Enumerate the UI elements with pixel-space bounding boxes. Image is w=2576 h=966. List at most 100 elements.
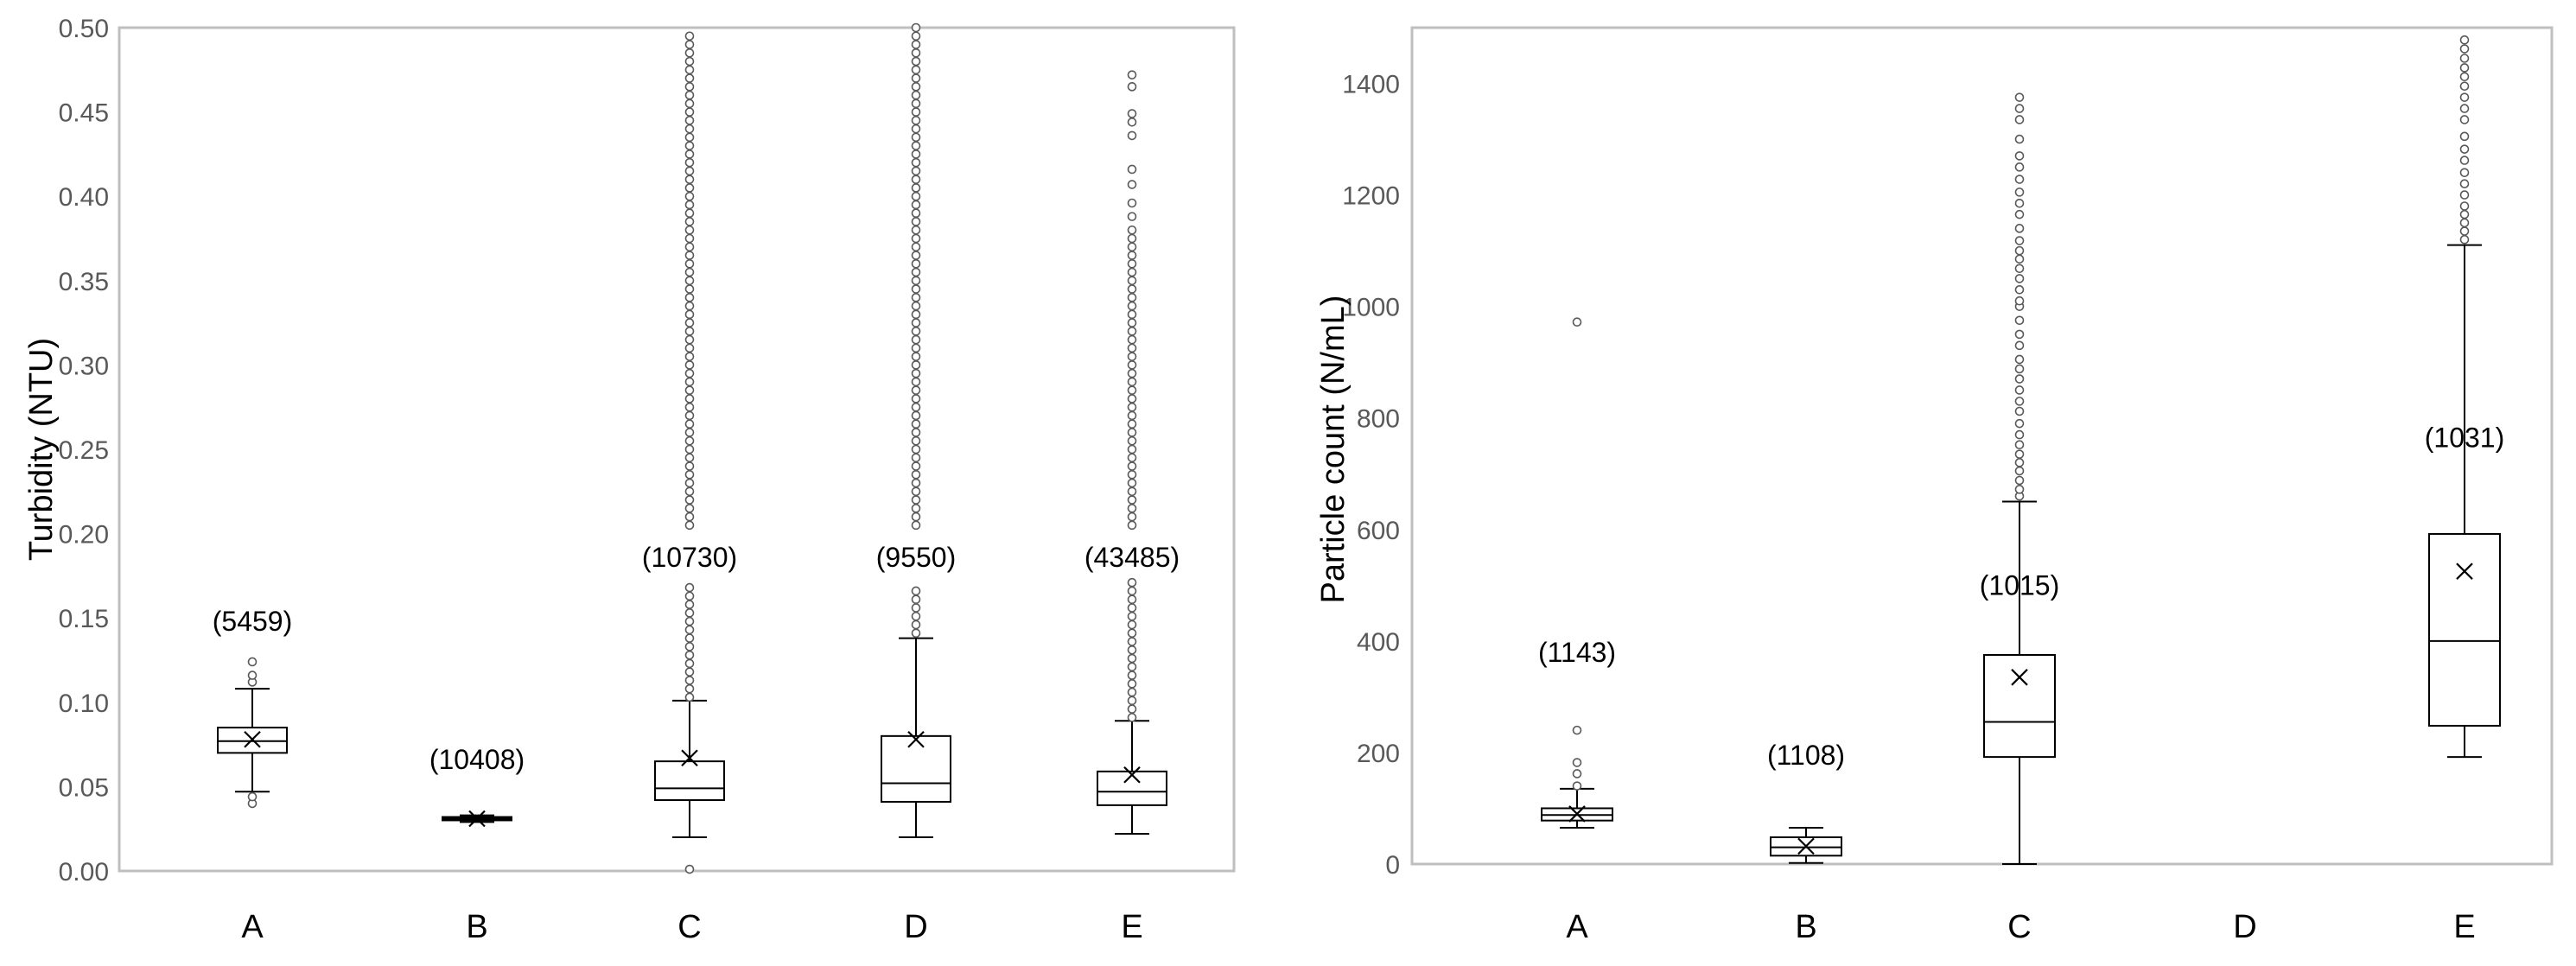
outlier-point: [2459, 144, 2470, 154]
mean-marker: [907, 730, 925, 748]
outlier-point: [684, 461, 695, 471]
outlier-point: [2014, 329, 2025, 340]
outlier-point: [684, 217, 695, 226]
outlier-point: [684, 582, 695, 593]
outlier-point: [684, 48, 695, 58]
outlier-point: [1572, 725, 1582, 735]
outlier-point: [2459, 209, 2470, 219]
y-tick-label: 1400: [1342, 71, 1400, 99]
outlier-point: [684, 368, 695, 378]
outlier-point: [684, 343, 695, 353]
outlier-point: [684, 864, 695, 874]
outlier-point: [2459, 63, 2470, 73]
outlier-point: [2014, 134, 2025, 144]
outlier-point: [2459, 234, 2470, 245]
outlier-point: [2459, 44, 2470, 54]
outlier-point: [911, 242, 921, 252]
outlier-point: [684, 267, 695, 277]
outlier-point: [684, 191, 695, 201]
outlier-point: [911, 343, 921, 353]
outlier-point: [1572, 769, 1582, 779]
outlier-point: [684, 394, 695, 404]
outlier-point: [911, 327, 921, 336]
box-B: (10408): [429, 744, 525, 828]
outlier-point: [2014, 245, 2025, 256]
outlier-point: [684, 309, 695, 320]
outlier-point: [2459, 168, 2470, 178]
outlier-point: [1127, 251, 1137, 260]
outlier-point: [684, 200, 695, 210]
box-E: (1031): [2425, 35, 2504, 759]
x-category-label: D: [2233, 909, 2256, 945]
outlier-point: [911, 486, 921, 497]
outlier-point: [684, 486, 695, 497]
outlier-point: [911, 504, 921, 513]
outlier-point: [2014, 236, 2025, 245]
outlier-point: [684, 435, 695, 446]
outlier-point: [1127, 428, 1137, 437]
outlier-point: [2459, 156, 2470, 165]
outlier-point: [911, 267, 921, 277]
outlier-point: [2014, 264, 2025, 274]
outlier-point: [247, 657, 258, 667]
outlier-point: [2459, 92, 2470, 102]
outlier-point: [2014, 429, 2025, 440]
outlier-point: [1572, 758, 1582, 767]
outlier-point: [911, 90, 921, 100]
outlier-point: [1127, 212, 1137, 221]
outlier-point: [684, 301, 695, 311]
outlier-point: [2014, 340, 2025, 351]
outlier-point: [1127, 512, 1137, 522]
outlier-point: [1127, 670, 1137, 680]
outlier-point: [1127, 352, 1137, 361]
outlier-point: [911, 251, 921, 260]
sample-count-label: (5459): [213, 606, 293, 637]
outlier-point: [911, 56, 921, 67]
outlier-point: [911, 435, 921, 446]
outlier-point: [911, 233, 921, 244]
y-tick-label: 0.10: [59, 690, 109, 718]
outlier-point: [2014, 254, 2025, 264]
outlier-point: [2014, 374, 2025, 384]
outlier-point: [911, 48, 921, 58]
outlier-point: [1127, 662, 1137, 672]
outlier-point: [684, 65, 695, 75]
outlier-point: [684, 352, 695, 361]
outlier-point: [684, 633, 695, 643]
y-tick-label: 0: [1385, 851, 1400, 880]
outlier-point: [1127, 603, 1137, 613]
outlier-point: [911, 410, 921, 421]
outlier-point: [911, 301, 921, 311]
outlier-point: [2459, 72, 2470, 82]
outlier-point: [684, 208, 695, 219]
outlier-point: [1127, 233, 1137, 244]
mean-marker: [2011, 669, 2028, 686]
outlier-point: [684, 107, 695, 117]
outlier-point: [911, 82, 921, 92]
outlier-point: [2459, 115, 2470, 124]
outlier-point: [684, 600, 695, 609]
sample-count-label: (1143): [1538, 637, 1616, 668]
x-category-label: E: [2453, 909, 2475, 945]
outlier-point: [911, 276, 921, 286]
outlier-point: [2014, 187, 2025, 197]
outlier-point: [2014, 418, 2025, 429]
outlier-point: [1127, 130, 1137, 141]
outlier-point: [1127, 637, 1137, 646]
outlier-point: [1127, 118, 1137, 127]
outlier-point: [684, 242, 695, 252]
iqr-box: [1983, 654, 2056, 759]
y-tick-label: 0.50: [59, 15, 109, 43]
outlier-point: [684, 166, 695, 176]
outlier-point: [684, 360, 695, 370]
outlier-point: [684, 225, 695, 235]
outlier-point: [684, 495, 695, 505]
outlier-point: [911, 586, 921, 596]
y-tick-label: 0.45: [59, 99, 109, 128]
outlier-point: [911, 512, 921, 522]
outlier-point: [684, 99, 695, 109]
outlier-point: [2459, 179, 2470, 188]
x-category-label: C: [677, 909, 701, 945]
outlier-point: [1127, 594, 1137, 605]
